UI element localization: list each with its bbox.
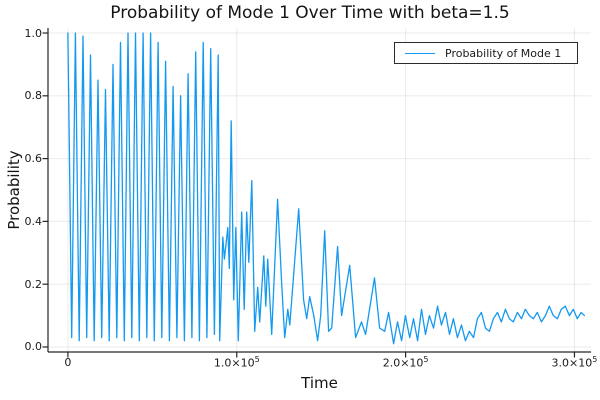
y-tick-label: 0.8 bbox=[24, 89, 43, 103]
x-axis-label: Time bbox=[301, 374, 338, 392]
y-tick-label: 0.4 bbox=[24, 214, 43, 228]
x-tick-label: 3.0×105 bbox=[551, 355, 598, 370]
y-tick-label: 1.0 bbox=[24, 26, 43, 40]
x-tick-label: 0 bbox=[64, 356, 72, 369]
y-tick-label: 0.2 bbox=[24, 277, 43, 291]
legend: Probability of Mode 1 bbox=[394, 42, 578, 64]
y-tick-label: 0.6 bbox=[24, 152, 43, 166]
chart-title: Probability of Mode 1 Over Time with bet… bbox=[110, 3, 510, 23]
x-tick-label: 1.0×105 bbox=[213, 355, 260, 370]
legend-label: Probability of Mode 1 bbox=[445, 46, 562, 60]
y-tick-label: 0.0 bbox=[24, 340, 43, 354]
legend-line-sample bbox=[405, 52, 435, 54]
series-line bbox=[67, 32, 586, 345]
x-tick-label: 2.0×105 bbox=[382, 355, 429, 370]
